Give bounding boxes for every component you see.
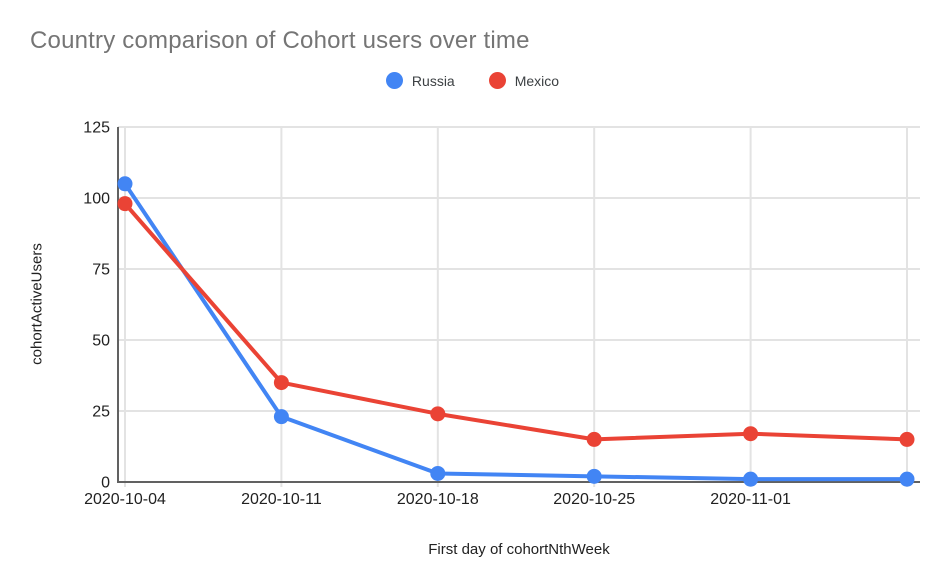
series-line-mexico: [123, 201, 909, 442]
data-point-mexico: [743, 426, 759, 442]
x-axis-title: First day of cohortNthWeek: [428, 541, 610, 558]
y-tick-label: 125: [83, 120, 110, 137]
y-tick-label: 75: [92, 262, 110, 279]
legend-dot-icon: [385, 72, 403, 89]
y-tick-label: 0: [101, 475, 110, 492]
legend-dot-icon: [488, 72, 506, 89]
x-tick-label: 2020-10-11: [241, 491, 322, 508]
x-tick-label: 2020-10-04: [84, 491, 166, 508]
data-point-mexico: [430, 406, 446, 422]
legend-label: Mexico: [514, 72, 560, 89]
x-tick-label: 2020-11-01: [710, 491, 791, 508]
legend-item-russia[interactable]: Russia: [385, 72, 455, 89]
data-point-mexico: [117, 196, 133, 212]
x-tick-label: 2020-10-25: [553, 491, 635, 508]
chart-legend: Russia Mexico: [0, 72, 945, 89]
data-point-russia: [743, 471, 759, 487]
data-point-russia: [117, 176, 133, 192]
legend-item-mexico[interactable]: Mexico: [488, 72, 560, 89]
y-tick-label: 50: [92, 333, 110, 350]
y-tick-label: 100: [83, 191, 110, 208]
legend-label: Russia: [411, 72, 455, 89]
data-point-russia: [430, 465, 446, 481]
series-line-russia: [123, 181, 909, 482]
data-point-russia: [899, 471, 915, 487]
data-point-mexico: [586, 431, 602, 447]
x-tick-label: 2020-10-18: [397, 491, 479, 508]
data-point-russia: [273, 409, 289, 425]
y-tick-label: 25: [92, 404, 110, 421]
data-point-mexico: [273, 375, 289, 391]
y-axis-title: cohortActiveUsers: [28, 243, 46, 365]
data-point-mexico: [899, 431, 915, 447]
data-point-russia: [586, 468, 602, 484]
chart-title: Country comparison of Cohort users over …: [30, 27, 530, 54]
